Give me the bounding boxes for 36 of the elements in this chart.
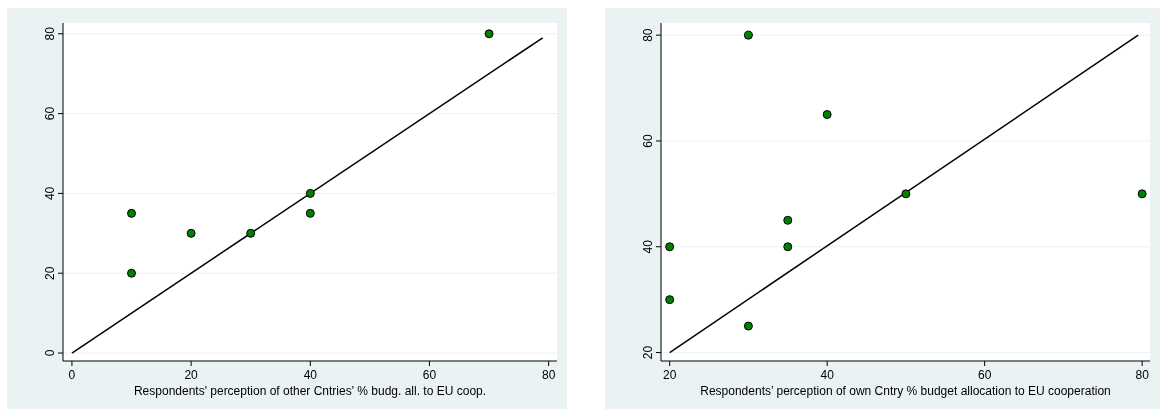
point xyxy=(901,189,911,199)
x-tick-label: 0 xyxy=(68,368,76,382)
x-tick-label: 40 xyxy=(820,368,835,382)
y-tick-label: 20 xyxy=(641,345,655,360)
x-tick-label: 60 xyxy=(977,368,992,382)
y-tick-label: 40 xyxy=(641,239,655,254)
x-tick-label: 40 xyxy=(303,368,318,382)
y-tick-label: 0 xyxy=(43,349,57,357)
x-axis-title: Respondents’ perception of own Cntry % budget allocation to EU cooperation xyxy=(700,384,1111,398)
point xyxy=(743,30,753,40)
y-tick-label: 40 xyxy=(43,186,57,201)
x-tick-label: 60 xyxy=(422,368,437,382)
x-tick-label: 20 xyxy=(184,368,199,382)
point xyxy=(186,228,196,238)
point xyxy=(743,321,753,331)
x-tick-label: 80 xyxy=(541,368,556,382)
y-tick-label: 60 xyxy=(641,133,655,148)
point xyxy=(665,295,675,305)
point xyxy=(246,228,256,238)
y-tick-label: 80 xyxy=(43,26,57,41)
point xyxy=(665,242,675,252)
point xyxy=(783,242,793,252)
point xyxy=(305,188,315,198)
point xyxy=(822,110,832,120)
point xyxy=(127,208,137,218)
x-tick-label: 80 xyxy=(1135,368,1150,382)
point xyxy=(783,215,793,225)
x-tick-label: 20 xyxy=(662,368,677,382)
x-axis-title: Respondents' perception of other Cntries' % budg. all. to EU coop. xyxy=(133,384,487,398)
y-tick-label: 60 xyxy=(43,106,57,121)
point xyxy=(484,29,494,39)
y-tick-label: 20 xyxy=(43,266,57,280)
point xyxy=(305,208,315,218)
point xyxy=(1137,189,1147,199)
point xyxy=(127,268,137,278)
y-tick-label: 80 xyxy=(641,28,655,42)
